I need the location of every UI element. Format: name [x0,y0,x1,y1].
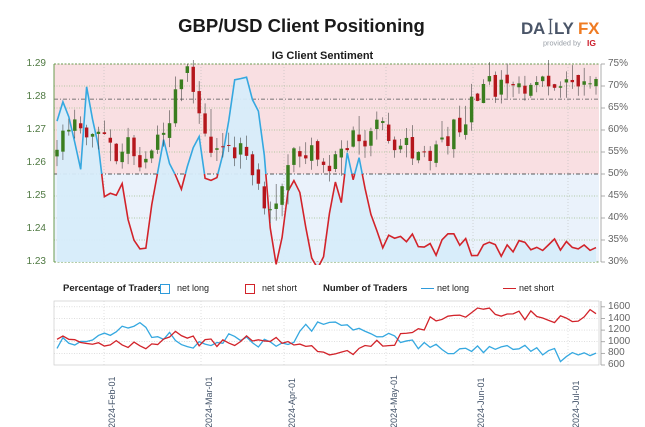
svg-text:DA: DA [521,19,545,38]
svg-text:IG: IG [587,38,596,48]
svg-text:provided by: provided by [543,39,581,48]
svg-text:FX: FX [578,19,600,38]
svg-text:LY: LY [554,19,575,38]
